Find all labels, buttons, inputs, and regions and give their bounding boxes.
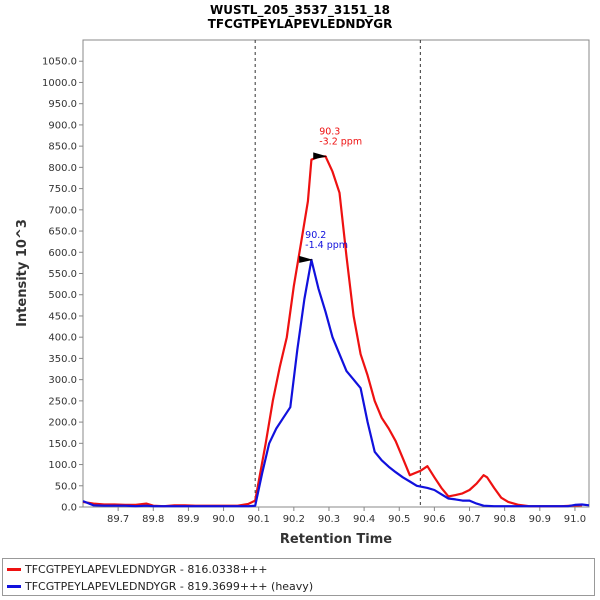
x-axis: 89.7 89.8 89.9 90.0 90.1 90.2 90.3 90.4 90.5 90.6… <box>107 507 586 525</box>
x-tick-label: 90.2 <box>283 514 305 525</box>
x-axis-label: Retention Time <box>280 532 392 547</box>
y-tick-label: 350.0 <box>48 354 77 365</box>
x-tick-label: 90.6 <box>423 514 445 525</box>
y-tick-label: 850.0 <box>48 142 77 153</box>
y-tick-label: 50.0 <box>55 481 77 492</box>
x-tick-label: 90.4 <box>353 514 375 525</box>
plot-area <box>82 39 590 508</box>
legend-label: TFCGTPEYLAPEVLEDNDYGR - 819.3699+++ (hea… <box>25 579 314 593</box>
x-tick-label: 89.8 <box>142 514 164 525</box>
legend-label: TFCGTPEYLAPEVLEDNDYGR - 816.0338+++ <box>25 562 268 576</box>
x-tick-label: 90.7 <box>458 514 480 525</box>
legend-swatch <box>7 567 21 571</box>
x-tick-label: 89.9 <box>177 514 199 525</box>
series-line-1 <box>82 258 590 508</box>
y-tick-label: 750.0 <box>48 184 77 195</box>
y-tick-label: 950.0 <box>48 99 77 110</box>
chart-subtitle: TFCGTPEYLAPEVLEDNDYGR <box>208 17 393 31</box>
chromatogram-chart: WUSTL_205_3537_3151_18 TFCGTPEYLAPEVLEDN… <box>15 3 590 547</box>
series-line-0 <box>82 155 583 508</box>
legend-item-heavy: TFCGTPEYLAPEVLEDNDYGR - 819.3699+++ (hea… <box>7 578 313 594</box>
x-tick-label: 90.0 <box>212 514 234 525</box>
y-tick-label: 550.0 <box>48 269 77 280</box>
y-tick-label: 100.0 <box>48 460 77 471</box>
peak-label: -1.4 ppm <box>305 240 348 251</box>
x-tick-label: 89.7 <box>107 514 129 525</box>
x-tick-label: 91.0 <box>564 514 586 525</box>
peak-label: 90.3 <box>319 126 340 137</box>
peak-marker <box>313 152 328 160</box>
y-tick-label: 300.0 <box>48 375 77 386</box>
y-tick-label: 200.0 <box>48 418 77 429</box>
x-tick-label: 90.8 <box>494 514 516 525</box>
chart-title: WUSTL_205_3537_3151_18 <box>210 3 390 18</box>
y-axis-label: Intensity 10^3 <box>15 219 30 327</box>
y-tick-label: 800.0 <box>48 163 77 174</box>
y-tick-label: 400.0 <box>48 333 77 344</box>
x-tick-label: 90.5 <box>388 514 410 525</box>
peak-label: -3.2 ppm <box>319 136 362 147</box>
x-tick-label: 90.9 <box>529 514 551 525</box>
peak-label: 90.2 <box>305 230 326 241</box>
y-tick-label: 1000.0 <box>42 78 77 89</box>
y-tick-label: 250.0 <box>48 396 77 407</box>
y-tick-label: 0.0 <box>61 503 77 514</box>
x-tick-label: 90.1 <box>248 514 270 525</box>
legend-swatch <box>7 584 21 588</box>
legend-item-light: TFCGTPEYLAPEVLEDNDYGR - 816.0338+++ <box>7 561 268 577</box>
y-tick-label: 650.0 <box>48 227 77 238</box>
y-tick-label: 700.0 <box>48 205 77 216</box>
integration-boundaries <box>254 40 421 507</box>
series-layer <box>82 155 590 508</box>
legend: TFCGTPEYLAPEVLEDNDYGR - 816.0338+++ TFCG… <box>2 558 595 596</box>
peak-annotations: 90.3-3.2 ppm 90.2-1.4 ppm <box>299 126 362 263</box>
y-tick-label: 150.0 <box>48 439 77 450</box>
y-tick-label: 900.0 <box>48 120 77 131</box>
y-tick-label: 600.0 <box>48 248 77 259</box>
y-tick-label: 450.0 <box>48 311 77 322</box>
peak-marker <box>299 255 314 263</box>
y-tick-label: 500.0 <box>48 290 77 301</box>
x-tick-label: 90.3 <box>318 514 340 525</box>
y-tick-label: 1050.0 <box>42 57 77 68</box>
y-axis: 0.0 50.0 100.0 150.0 200.0 250.0 300.0 350.0 400… <box>42 57 83 514</box>
